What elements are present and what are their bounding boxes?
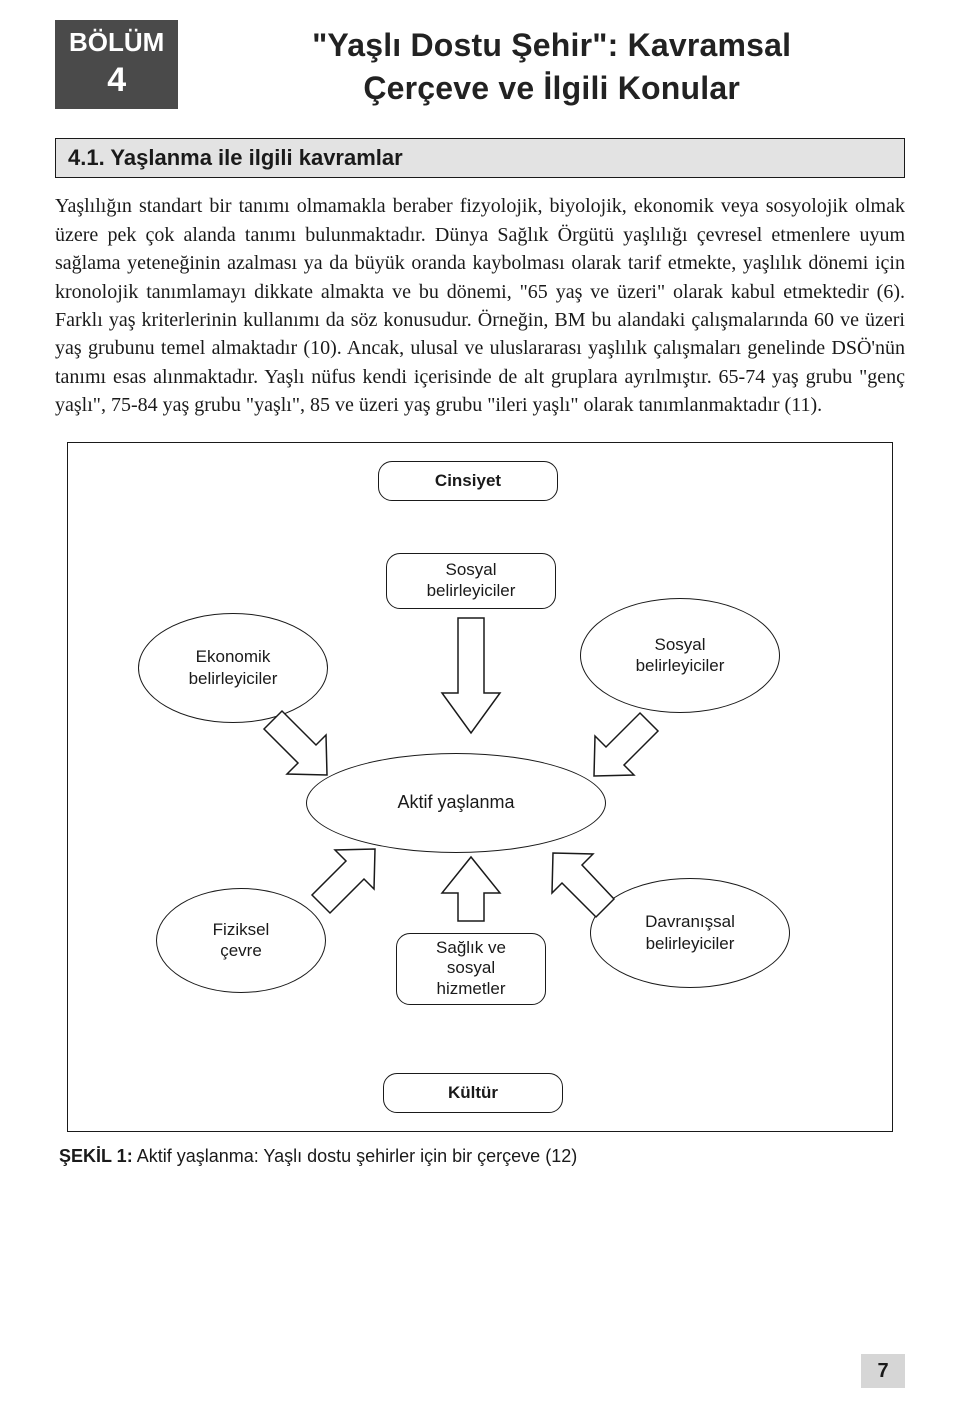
figure-caption-text: Aktif yaşlanma: Yaşlı dostu şehirler içi… [133, 1146, 578, 1166]
chapter-number: 4 [69, 59, 164, 102]
body-paragraph: Yaşlılığın standart bir tanımı olmamakla… [55, 192, 905, 419]
section-heading: 4.1. Yaşlanma ile ilgili kavramlar [55, 138, 905, 178]
diagram-arrows [68, 443, 888, 1133]
figure-caption: ŞEKİL 1: Aktif yaşlanma: Yaşlı dostu şeh… [59, 1146, 905, 1167]
chapter-header: BÖLÜM 4 "Yaşlı Dostu Şehir": Kavramsal Ç… [55, 20, 905, 110]
chapter-label: BÖLÜM [69, 27, 164, 57]
title-line-1: "Yaşlı Dostu Şehir": Kavramsal [312, 27, 791, 63]
active-aging-diagram: Cinsiyet Sosyal belirleyiciler Ekonomik … [67, 442, 893, 1132]
figure-label: ŞEKİL 1: [59, 1146, 133, 1166]
chapter-tab: BÖLÜM 4 [55, 20, 178, 109]
title-line-2: Çerçeve ve İlgili Konular [363, 70, 740, 106]
page-number: 7 [861, 1354, 905, 1388]
chapter-title: "Yaşlı Dostu Şehir": Kavramsal Çerçeve v… [198, 20, 905, 110]
